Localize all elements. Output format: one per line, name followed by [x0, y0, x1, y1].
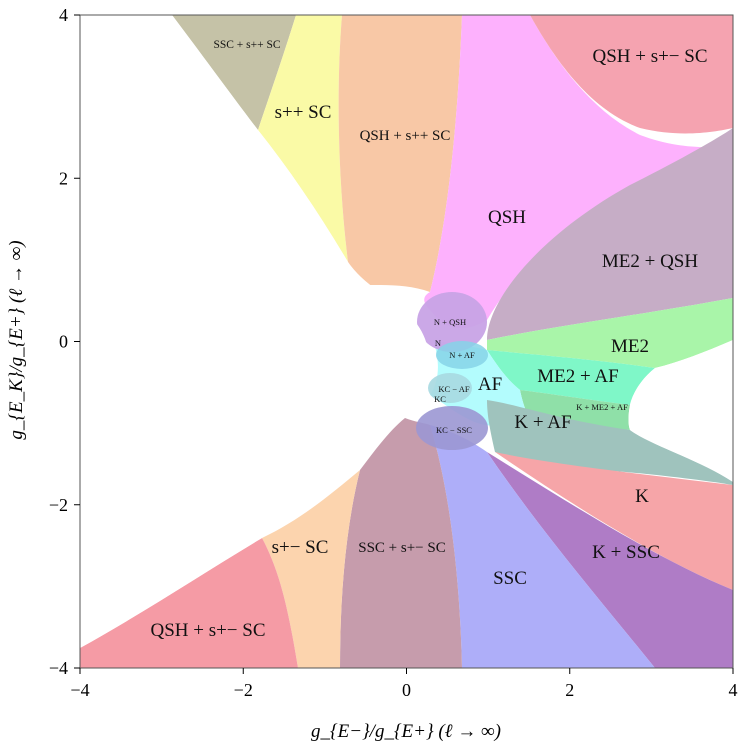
region-ssc-spm-sc [340, 418, 462, 668]
region-kc-ssc [416, 406, 488, 450]
label-af: AF [478, 374, 502, 395]
label-n-af: N + AF [449, 350, 475, 360]
label-k-ssc: K + SSC [592, 542, 660, 563]
region-spp-sc [258, 15, 348, 262]
label-kc-ssc: KC − SSC [436, 425, 472, 435]
region-spm-sc [262, 470, 360, 668]
y-axis-ticks: −4 −2 0 2 4 [49, 5, 80, 678]
y-tick-label: 2 [59, 168, 68, 188]
x-tick-label: 4 [729, 680, 738, 700]
label-kc-af: KC − AF [438, 384, 470, 394]
label-ssc-spm-sc: SSC + s+− SC [358, 540, 446, 556]
region-k-af [487, 400, 733, 485]
region-ssc-spp-sc [172, 15, 296, 130]
x-axis-ticks: −4 −2 0 2 4 [70, 668, 738, 700]
x-tick-label: 2 [565, 680, 574, 700]
region-qsh [424, 15, 733, 329]
region-kc-af [428, 373, 472, 403]
label-n-qsh: N + QSH [434, 317, 466, 327]
label-me2-qsh: ME2 + QSH [602, 251, 699, 272]
label-qsh-spp-sc: QSH + s++ SC [360, 128, 451, 144]
label-k-af: K + AF [514, 412, 571, 433]
region-labels: SSC + s++ SC s++ SC QSH + s++ SC QSH + s… [150, 39, 707, 641]
white-left-region [80, 15, 428, 648]
y-tick-label: 0 [59, 332, 68, 352]
region-me2 [487, 298, 733, 368]
label-qsh: QSH [488, 207, 526, 228]
label-qsh-spm-sc-bottom: QSH + s+− SC [150, 620, 265, 641]
y-tick-label: −4 [49, 658, 68, 678]
region-n-af [436, 341, 488, 369]
region-me2-qsh [487, 128, 733, 340]
x-tick-label: −4 [70, 680, 89, 700]
label-qsh-spm-sc-top: QSH + s+− SC [592, 46, 707, 67]
label-n: N [435, 338, 441, 348]
y-axis-label: g_{E_K}/g_{E+} (ℓ → ∞) [6, 240, 27, 439]
label-ssc: SSC [493, 568, 527, 589]
label-me2-af: ME2 + AF [537, 366, 618, 387]
region-qsh-spm-sc-bottom [80, 538, 298, 668]
region-k-ssc [487, 452, 733, 668]
region-n-qsh [417, 292, 487, 352]
label-ssc-spp-sc: SSC + s++ SC [213, 39, 280, 51]
y-tick-label: 4 [59, 5, 68, 25]
label-me2: ME2 [611, 336, 649, 357]
region-qsh-spm-sc [530, 15, 733, 134]
region-k [495, 452, 733, 590]
label-k: K [635, 486, 649, 507]
region-ssc [430, 425, 655, 668]
y-tick-label: −2 [49, 495, 68, 515]
label-k-me2-af: K + ME2 + AF [576, 402, 628, 412]
x-tick-label: 0 [402, 680, 411, 700]
label-spp-sc: s++ SC [275, 102, 332, 123]
region-me2-af [487, 350, 655, 405]
x-tick-label: −2 [234, 680, 253, 700]
white-right-region [628, 340, 733, 482]
phase-regions [80, 15, 733, 668]
region-qsh-spp-sc [338, 15, 462, 292]
x-axis-label: g_{E−}/g_{E+} (ℓ → ∞) [311, 721, 501, 742]
label-kc: KC [434, 394, 446, 404]
label-spm-sc: s+− SC [272, 537, 329, 558]
